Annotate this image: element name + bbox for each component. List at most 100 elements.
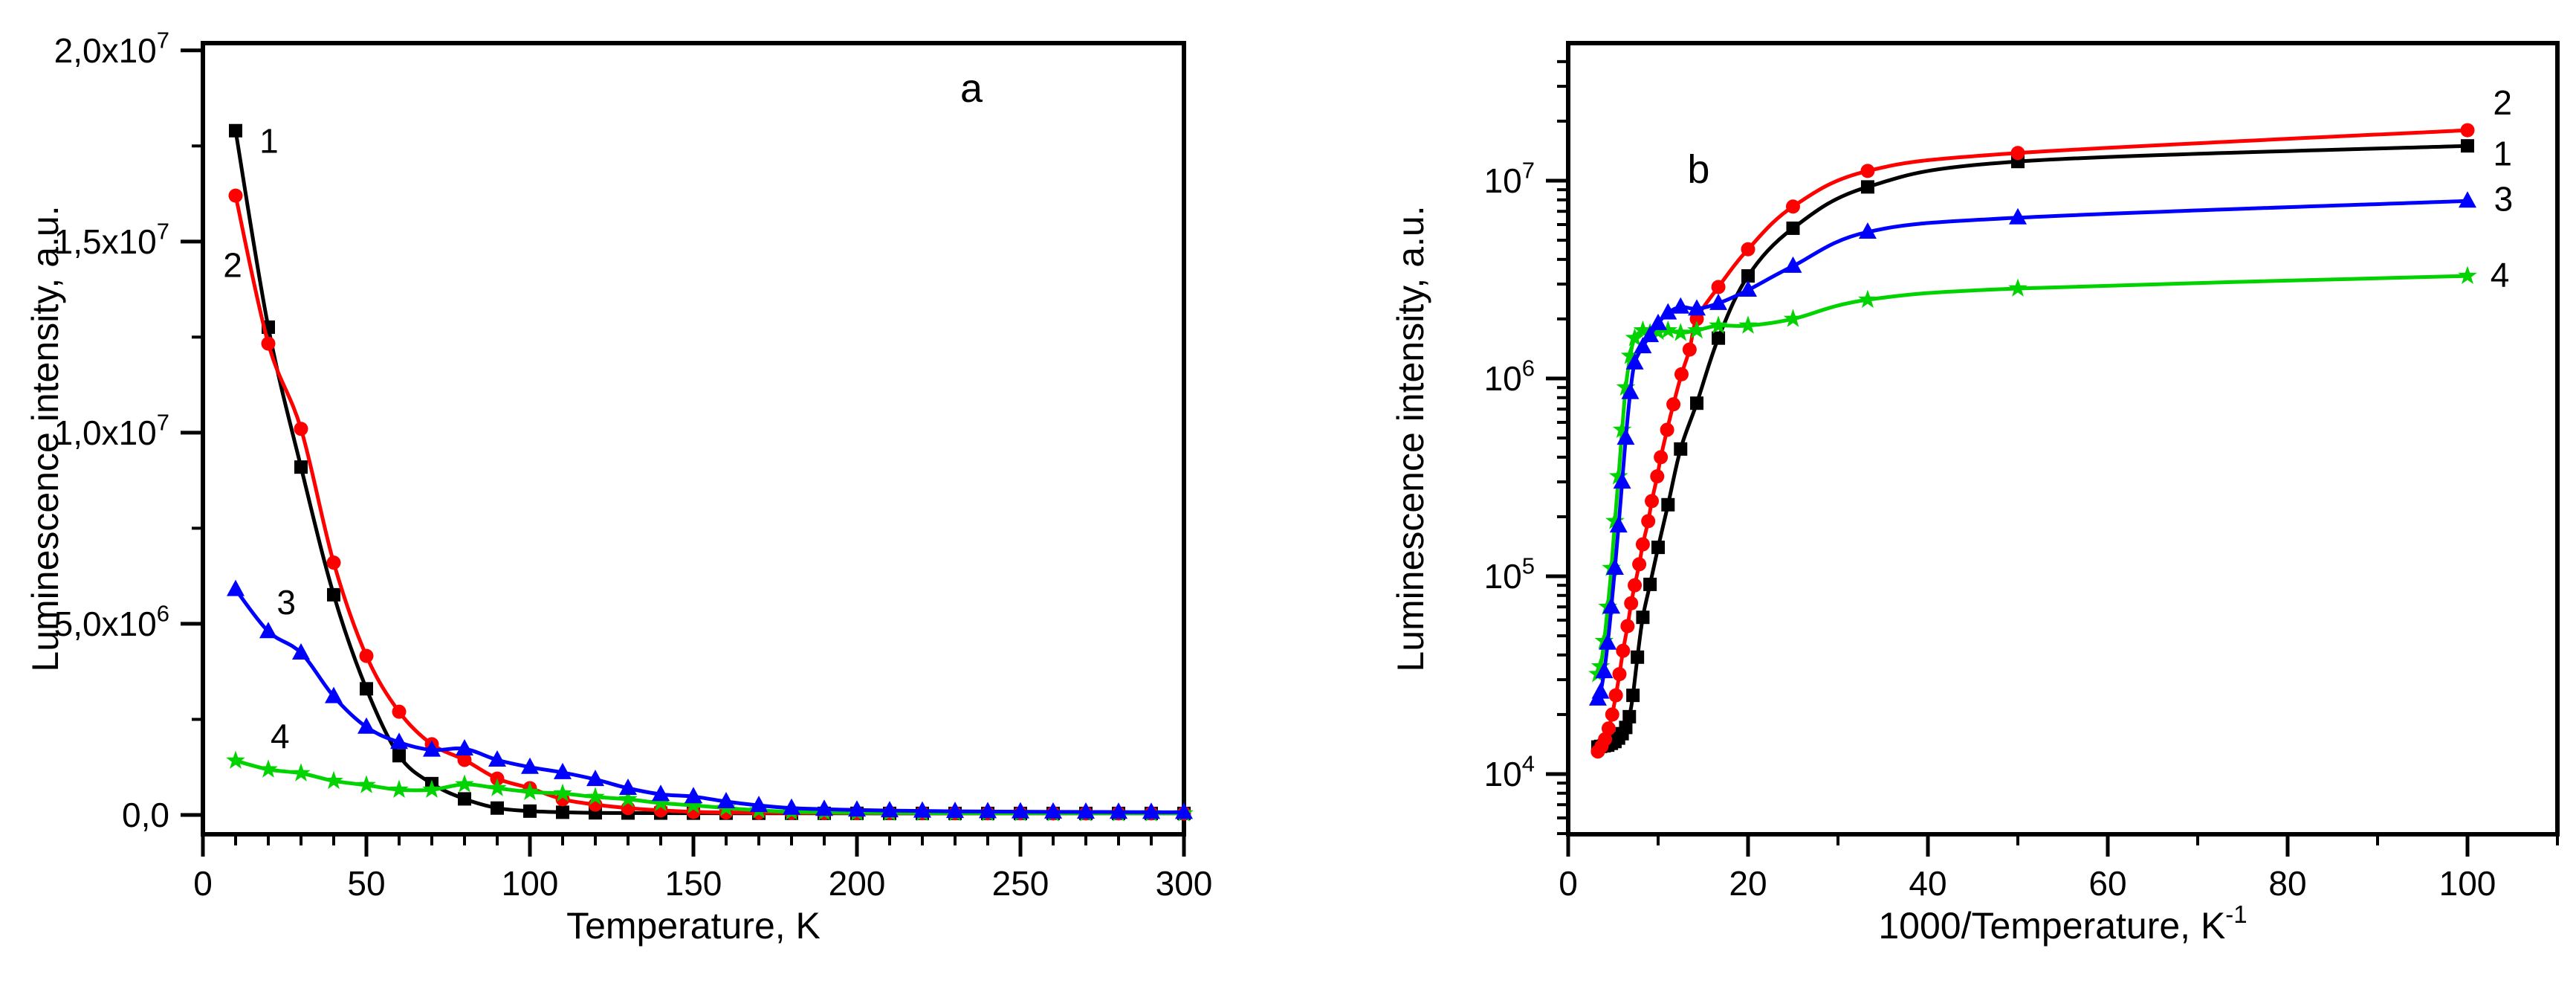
series-1-marker-square bbox=[1674, 442, 1688, 456]
series-2-marker-circle bbox=[2010, 146, 2025, 161]
curve-label-4: 4 bbox=[2491, 256, 2510, 294]
y-axis-title: Luminescence intensity, a.u. bbox=[1390, 205, 1431, 671]
series-4-marker-star bbox=[259, 759, 278, 778]
x-axis-tick-label: 40 bbox=[1909, 864, 1946, 903]
series-4-line bbox=[233, 758, 1186, 816]
series-4-marker-star bbox=[1616, 377, 1636, 396]
x-axis-tick-label: 20 bbox=[1729, 864, 1767, 903]
series-2-marker-circle bbox=[1786, 199, 1800, 214]
x-axis-tick-label: 0 bbox=[1559, 864, 1578, 903]
series-2-line bbox=[233, 193, 1186, 816]
series-2-marker-circle bbox=[1598, 732, 1613, 747]
series-1-marker-square bbox=[1622, 709, 1637, 723]
series-3-marker-triangle bbox=[2459, 191, 2476, 208]
series-4-marker-star bbox=[291, 763, 311, 781]
series-4-marker-star bbox=[1612, 419, 1632, 438]
series-4-marker-star bbox=[1671, 323, 1691, 341]
series-2-marker-circle bbox=[294, 422, 308, 436]
curve-label-1: 1 bbox=[2493, 135, 2512, 173]
y-axis-tick-label: 107 bbox=[1484, 158, 1535, 200]
x-axis-tick-label: 100 bbox=[2439, 864, 2496, 903]
series-2-marker-circle bbox=[326, 555, 341, 570]
series-3-marker-triangle bbox=[488, 750, 506, 767]
x-axis-tick-label: 0 bbox=[193, 864, 213, 903]
series-2-marker-circle bbox=[1654, 450, 1669, 465]
panel_b-chart: 0 20 40 60 80 100 104 105 106 107 1000/Temperature… bbox=[1390, 41, 2560, 947]
series-2-marker-circle bbox=[457, 752, 472, 767]
panel-letter-b: b bbox=[1687, 147, 1709, 192]
series-2-marker-circle bbox=[1632, 557, 1647, 572]
series-4-marker-star bbox=[1783, 309, 1803, 327]
series-3-marker-triangle bbox=[1602, 597, 1621, 614]
series-4-marker-star bbox=[586, 787, 605, 805]
series-4-marker-star bbox=[1648, 321, 1668, 341]
series-2-line bbox=[1596, 128, 2470, 754]
series-2-marker-circle bbox=[1660, 422, 1674, 437]
x-axis-tick-label: 100 bbox=[502, 864, 559, 903]
series-3-marker-triangle bbox=[554, 762, 572, 779]
series-1-marker-square bbox=[1643, 577, 1657, 591]
series-2-marker-circle bbox=[1682, 342, 1697, 357]
x-axis-tick-label: 80 bbox=[2268, 864, 2306, 903]
series-1-marker-square bbox=[1786, 221, 1800, 235]
series-3-marker-triangle bbox=[1672, 297, 1690, 314]
series-4-marker-star bbox=[1605, 511, 1625, 529]
series-4-marker-star bbox=[422, 779, 441, 798]
x-axis-title: 1000/Temperature, K-1 bbox=[1878, 900, 2247, 947]
series-4-marker-star bbox=[1588, 664, 1608, 683]
series-2-marker-circle bbox=[1628, 578, 1643, 593]
series-2-marker-circle bbox=[1605, 707, 1619, 722]
series-4-marker-star bbox=[226, 750, 245, 769]
series-3-marker-triangle bbox=[1621, 382, 1640, 399]
series-3-line bbox=[233, 587, 1186, 814]
series-1-marker-square bbox=[1636, 610, 1650, 625]
series-3-marker-triangle bbox=[1591, 682, 1610, 699]
series-3-marker-triangle bbox=[1625, 352, 1644, 370]
series-3-marker-triangle bbox=[1649, 313, 1667, 330]
series-1-marker-square bbox=[327, 587, 340, 602]
series-4-marker-star bbox=[1687, 320, 1706, 339]
y-axis-tick-label: 5,0x106 bbox=[54, 601, 169, 643]
series-2-marker-circle bbox=[1666, 397, 1681, 412]
series-1-marker-square bbox=[229, 123, 242, 138]
series-3-marker-triangle bbox=[1784, 256, 1802, 273]
series-3-marker-triangle bbox=[717, 791, 735, 808]
series-3-marker-triangle bbox=[1175, 802, 1193, 819]
panel_a-chart: 0 50 100 150 200 250 300 0,0 5,0x106 1,0x107 1,5x1… bbox=[25, 27, 1212, 947]
series-3-marker-triangle bbox=[390, 732, 408, 750]
series-4-marker-star bbox=[1658, 320, 1678, 339]
series-4-marker-star bbox=[2458, 265, 2477, 284]
x-axis-tick-label: 300 bbox=[1156, 864, 1213, 903]
series-3-marker-triangle bbox=[325, 686, 343, 703]
series-2-marker-circle bbox=[2460, 123, 2475, 138]
series-3-marker-triangle bbox=[1605, 558, 1624, 575]
series-3-marker-triangle bbox=[815, 799, 833, 816]
series-2-marker-circle bbox=[1711, 280, 1726, 294]
series-4-marker-star bbox=[1858, 289, 1877, 309]
series-2-marker-circle bbox=[1641, 514, 1656, 529]
series-4-marker-star bbox=[1709, 315, 1728, 334]
series-2-marker-circle bbox=[1616, 643, 1631, 658]
series-3-marker-triangle bbox=[521, 757, 539, 774]
series-4-marker-star bbox=[651, 793, 670, 811]
series-4-marker-star bbox=[520, 781, 540, 801]
series-1-marker-square bbox=[458, 792, 471, 806]
series-1-marker-square bbox=[1741, 269, 1755, 283]
series-3-marker-triangle bbox=[1688, 299, 1706, 316]
series-2-marker-circle bbox=[359, 648, 374, 663]
series-3-marker-triangle bbox=[456, 739, 473, 756]
y-axis-tick-label: 1,0x107 bbox=[54, 410, 169, 452]
x-axis-tick-label: 60 bbox=[2088, 864, 2126, 903]
series-3-marker-triangle bbox=[1641, 326, 1660, 343]
series-3-marker-triangle bbox=[1739, 280, 1757, 297]
series-3-marker-triangle bbox=[1595, 662, 1614, 679]
series-3-marker-triangle bbox=[750, 796, 768, 813]
series-4-marker-star bbox=[618, 789, 638, 808]
series-4-marker-star bbox=[488, 778, 507, 796]
series-2-marker-circle bbox=[261, 336, 276, 351]
series-1-marker-square bbox=[392, 749, 406, 763]
series-2-marker-circle bbox=[1608, 688, 1623, 703]
series-1-marker-square bbox=[1661, 497, 1675, 512]
x-axis-tick-label: 200 bbox=[829, 864, 886, 903]
